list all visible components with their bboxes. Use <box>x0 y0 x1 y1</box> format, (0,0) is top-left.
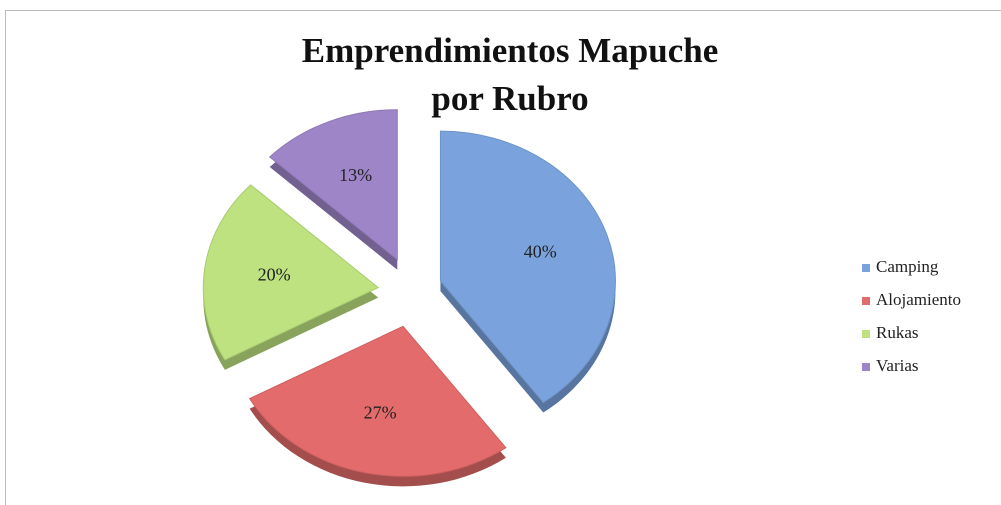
legend-label: Camping <box>876 257 939 276</box>
legend-label: Rukas <box>876 323 919 342</box>
pie-slice <box>439 130 616 404</box>
legend-label: Varias <box>876 356 918 375</box>
legend-swatch <box>862 330 870 338</box>
legend-swatch <box>862 363 870 371</box>
data-label: 20% <box>258 264 291 284</box>
pie-slice <box>202 184 380 361</box>
data-label: 40% <box>524 241 557 261</box>
chart-title: por Rubro <box>431 79 588 118</box>
pie-slice <box>268 109 398 261</box>
chart-title: Emprendimientos Mapuche <box>302 31 718 70</box>
legend-label: Alojamiento <box>876 290 961 309</box>
legend-swatch <box>862 264 870 272</box>
data-label: 27% <box>364 402 397 422</box>
data-label: 13% <box>339 165 372 185</box>
pie-slice <box>248 325 507 477</box>
legend-swatch <box>862 297 870 305</box>
